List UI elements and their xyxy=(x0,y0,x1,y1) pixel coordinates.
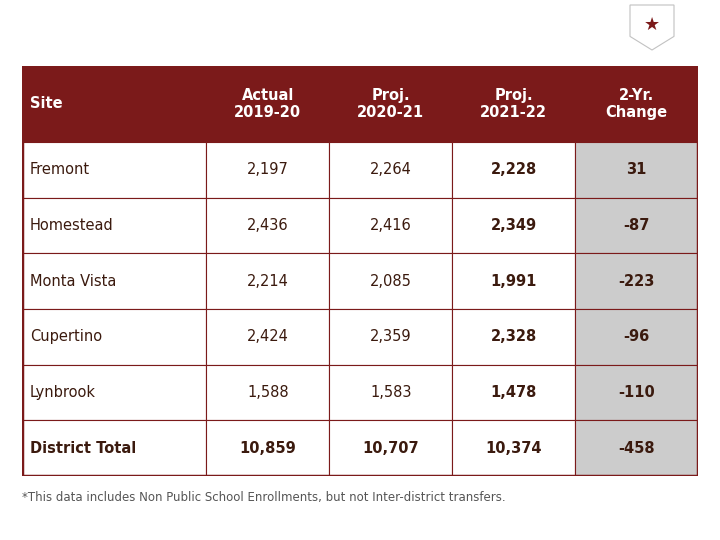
Text: Homestead: Homestead xyxy=(30,218,114,233)
Text: Monta Vista: Monta Vista xyxy=(30,274,117,288)
Bar xyxy=(575,142,698,198)
Bar xyxy=(22,142,207,198)
Text: -110: -110 xyxy=(618,385,655,400)
Bar xyxy=(575,364,698,420)
Bar xyxy=(22,309,207,365)
Text: PROJECTIONS: 2 YEARS (2021-22): PROJECTIONS: 2 YEARS (2021-22) xyxy=(127,12,606,40)
Bar xyxy=(452,309,575,365)
Text: FREMONT UNION: FREMONT UNION xyxy=(516,524,602,534)
Bar xyxy=(452,420,575,476)
Bar xyxy=(452,364,575,420)
Text: 31: 31 xyxy=(626,162,647,177)
Text: 2,424: 2,424 xyxy=(247,329,289,345)
Text: 1,583: 1,583 xyxy=(370,385,411,400)
Bar xyxy=(452,142,575,198)
Text: *This data includes Non Public School Enrollments, but not Inter-district transf: *This data includes Non Public School En… xyxy=(22,491,505,504)
Bar xyxy=(329,309,452,365)
Text: 2,197: 2,197 xyxy=(247,162,289,177)
Bar xyxy=(22,420,207,476)
Bar xyxy=(452,198,575,253)
Bar xyxy=(329,253,452,309)
Bar xyxy=(575,198,698,253)
Text: 2,214: 2,214 xyxy=(247,274,289,288)
Text: 2,228: 2,228 xyxy=(490,162,537,177)
Text: 2,264: 2,264 xyxy=(370,162,412,177)
Bar xyxy=(22,66,207,142)
Text: RESIDENT: RESIDENT xyxy=(12,12,166,40)
Bar xyxy=(22,198,207,253)
Bar xyxy=(207,66,329,142)
Text: 2,349: 2,349 xyxy=(490,218,536,233)
Text: 2,085: 2,085 xyxy=(370,274,412,288)
Text: Proj.
2021-22: Proj. 2021-22 xyxy=(480,87,547,120)
Text: -223: -223 xyxy=(618,274,654,288)
Text: 2,416: 2,416 xyxy=(370,218,412,233)
Text: 1,991: 1,991 xyxy=(490,274,537,288)
Bar xyxy=(575,66,698,142)
Bar xyxy=(207,364,329,420)
Text: 1,588: 1,588 xyxy=(247,385,289,400)
Text: Site: Site xyxy=(30,97,63,111)
Text: ★: ★ xyxy=(644,16,660,34)
Bar xyxy=(575,253,698,309)
Bar xyxy=(329,364,452,420)
Text: -96: -96 xyxy=(624,329,649,345)
Bar xyxy=(575,420,698,476)
Text: 2,359: 2,359 xyxy=(370,329,412,345)
Text: -458: -458 xyxy=(618,441,655,456)
Bar xyxy=(207,420,329,476)
Polygon shape xyxy=(630,5,674,50)
Text: 2,436: 2,436 xyxy=(247,218,289,233)
Text: Fremont: Fremont xyxy=(30,162,90,177)
Bar xyxy=(207,198,329,253)
Bar xyxy=(329,66,452,142)
Text: Lynbrook: Lynbrook xyxy=(30,385,96,400)
Text: Actual
2019-20: Actual 2019-20 xyxy=(234,87,302,120)
Bar xyxy=(207,253,329,309)
Text: 10,707: 10,707 xyxy=(362,441,419,456)
Text: 2-Yr.
Change: 2-Yr. Change xyxy=(606,87,667,120)
Text: Proj.
2020-21: Proj. 2020-21 xyxy=(357,87,424,120)
Bar xyxy=(575,309,698,365)
Bar xyxy=(329,142,452,198)
Text: 2,328: 2,328 xyxy=(490,329,537,345)
Text: 10,374: 10,374 xyxy=(485,441,542,456)
Bar xyxy=(207,142,329,198)
Text: -87: -87 xyxy=(624,218,649,233)
Bar xyxy=(22,253,207,309)
Text: 10,859: 10,859 xyxy=(240,441,296,456)
Text: Cupertino: Cupertino xyxy=(30,329,102,345)
Bar xyxy=(22,364,207,420)
Text: 1,478: 1,478 xyxy=(490,385,537,400)
Bar xyxy=(452,253,575,309)
Bar xyxy=(207,309,329,365)
Text: District Total: District Total xyxy=(30,441,136,456)
Bar xyxy=(329,420,452,476)
Bar xyxy=(329,198,452,253)
Text: HIGH SCHOOL DISTRICT: HIGH SCHOOL DISTRICT xyxy=(598,524,709,534)
Bar xyxy=(452,66,575,142)
